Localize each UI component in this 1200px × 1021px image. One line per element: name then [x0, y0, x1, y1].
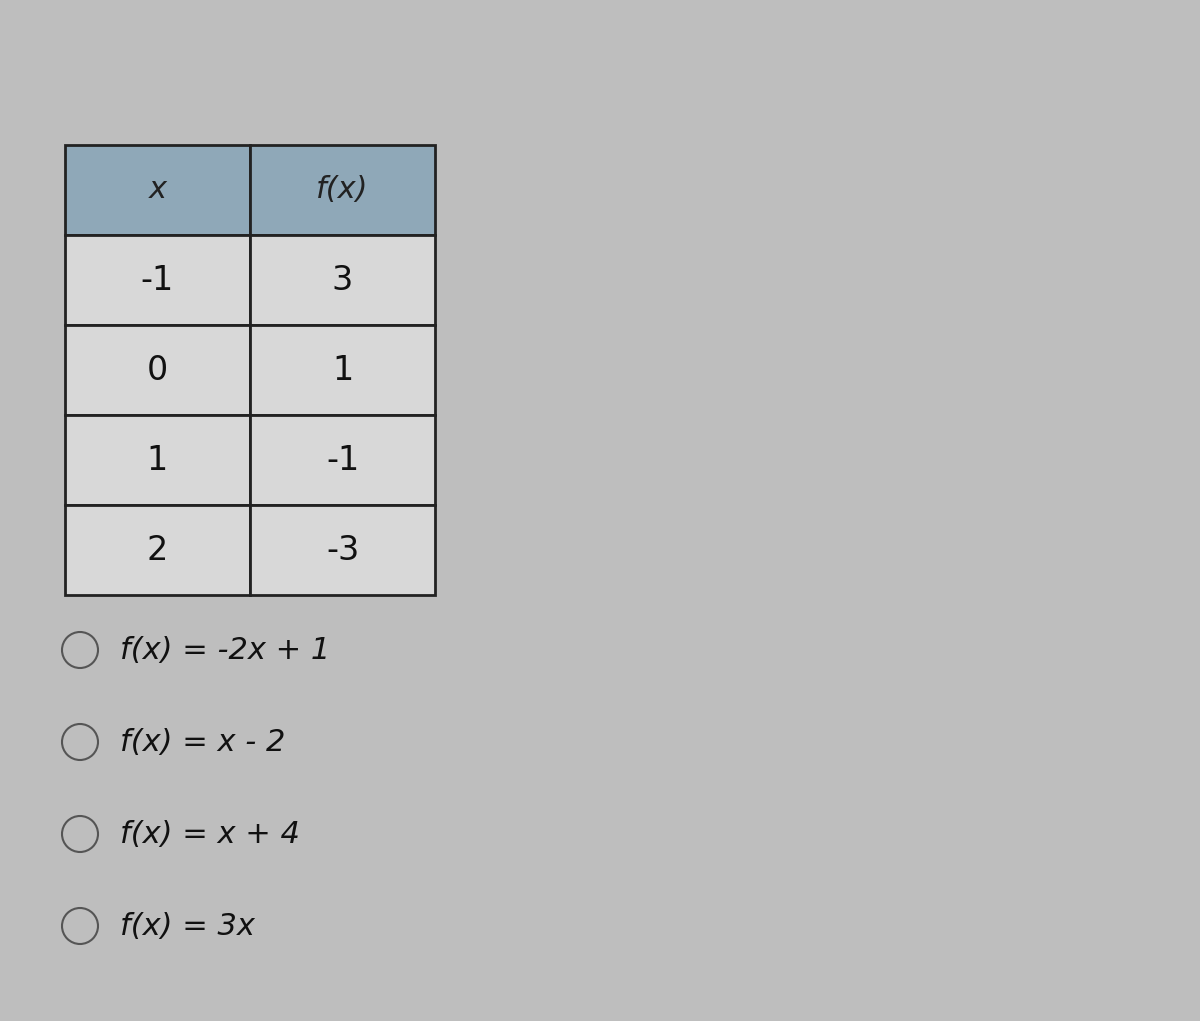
- Bar: [250, 415, 436, 505]
- Text: f(x) = x + 4: f(x) = x + 4: [120, 820, 300, 848]
- Bar: [250, 235, 436, 325]
- Bar: [65, 505, 250, 595]
- Text: -1: -1: [140, 263, 174, 296]
- Text: 1: 1: [146, 443, 168, 477]
- Text: f(x) = x - 2: f(x) = x - 2: [120, 728, 286, 757]
- Circle shape: [62, 632, 98, 668]
- Bar: [65, 145, 250, 235]
- Bar: [65, 415, 250, 505]
- Text: -1: -1: [326, 443, 359, 477]
- Text: f(x) = 3x: f(x) = 3x: [120, 912, 254, 940]
- Bar: [250, 505, 436, 595]
- Text: 2: 2: [146, 534, 168, 567]
- Circle shape: [62, 816, 98, 852]
- Text: f(x) = -2x + 1: f(x) = -2x + 1: [120, 635, 330, 665]
- Bar: [65, 325, 250, 415]
- Text: 0: 0: [146, 353, 168, 387]
- Text: -3: -3: [326, 534, 359, 567]
- Circle shape: [62, 908, 98, 944]
- Bar: [65, 235, 250, 325]
- Circle shape: [62, 724, 98, 760]
- Text: x: x: [149, 176, 167, 204]
- Text: 1: 1: [332, 353, 353, 387]
- Text: f(x): f(x): [317, 176, 368, 204]
- Bar: [250, 325, 436, 415]
- Text: 3: 3: [332, 263, 353, 296]
- Bar: [250, 145, 436, 235]
